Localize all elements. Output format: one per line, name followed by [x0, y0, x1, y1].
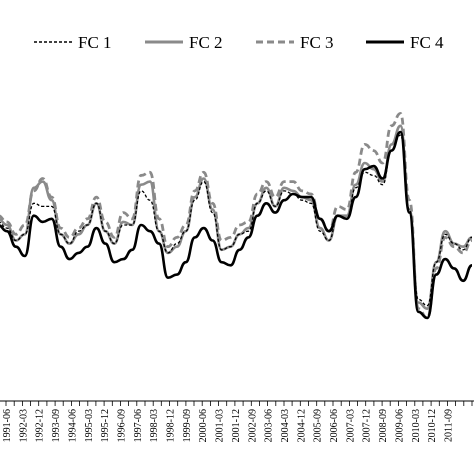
x-tick-label: 1992-12 [35, 409, 46, 442]
legend: FC 1 FC 2 FC 3 FC 4 [34, 33, 444, 52]
legend-item-fc3: FC 3 [256, 33, 334, 52]
x-tick-label: 2001-12 [231, 409, 242, 442]
x-tick-label: 1996-09 [117, 409, 128, 442]
x-tick-label: 1995-03 [84, 409, 95, 442]
x-tick-label: 2007-12 [362, 409, 373, 442]
x-tick-label: 2003-06 [264, 409, 275, 442]
x-tick-label: 2004-03 [280, 409, 291, 442]
legend-label-fc2: FC 2 [189, 33, 223, 52]
x-tick-label: 2010-03 [411, 409, 422, 442]
x-tick-label: 2000-06 [198, 409, 209, 442]
x-tick-label: 1995-12 [100, 409, 111, 442]
x-tick-label: 2006-06 [329, 409, 340, 442]
series-line-fc2 [0, 124, 473, 310]
x-tick-label: 2011-09 [444, 409, 455, 442]
x-tick-label: 2009-06 [394, 409, 405, 442]
x-axis-ticks: 1991-06 1992-03 1992-12 1993-09 1994-06 1995-… [2, 401, 473, 442]
x-tick-label: 2002-09 [247, 409, 258, 442]
x-tick-label: 2001-03 [215, 409, 226, 442]
x-tick-label: 2005-09 [313, 409, 324, 442]
x-tick-label: 1991-06 [2, 409, 13, 442]
x-tick-label: 2007-03 [345, 409, 356, 442]
legend-item-fc4: FC 4 [366, 33, 444, 52]
x-tick-label: 2004-12 [296, 409, 307, 442]
legend-label-fc1: FC 1 [78, 33, 112, 52]
series-line-fc3 [0, 112, 473, 320]
series-line-fc4 [0, 130, 473, 320]
x-tick-label: 1998-03 [149, 409, 160, 442]
x-tick-label: 1994-06 [67, 409, 78, 442]
x-tick-label: 2008-09 [378, 409, 389, 442]
x-tick-label: 1998-12 [166, 409, 177, 442]
legend-label-fc3: FC 3 [300, 33, 334, 52]
x-tick-label: 2010-12 [427, 409, 438, 442]
series-group [0, 112, 473, 320]
legend-label-fc4: FC 4 [410, 33, 444, 52]
x-tick-label: 1992-03 [18, 409, 29, 442]
x-tick-label: 1999-09 [182, 409, 193, 442]
x-tick-label: 1997-06 [133, 409, 144, 442]
legend-item-fc2: FC 2 [145, 33, 223, 52]
x-tick-label: 1993-09 [51, 409, 62, 442]
legend-item-fc1: FC 1 [34, 33, 112, 52]
series-line-fc1 [0, 134, 473, 307]
